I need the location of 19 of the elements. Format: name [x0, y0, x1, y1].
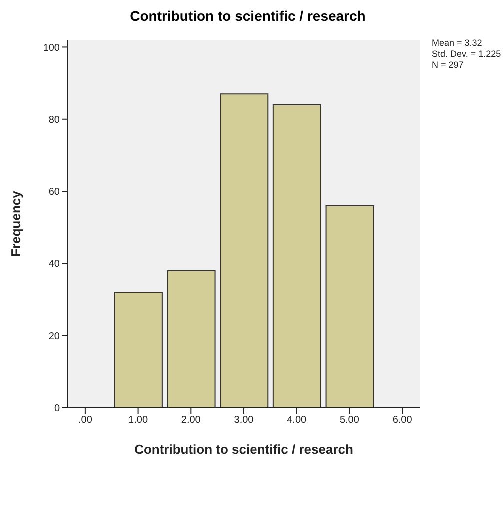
y-axis-title: Frequency: [8, 190, 24, 257]
x-tick-label: 1.00: [128, 415, 148, 426]
y-tick-label: 60: [48, 187, 60, 198]
text: N = 297: [432, 60, 465, 71]
y-tick-label: 20: [48, 331, 60, 342]
y-tick-label: 0: [54, 404, 60, 415]
text: Mean = 3.32: [432, 38, 484, 49]
y-tick-label: 40: [48, 259, 60, 270]
x-tick-label: 3.00: [234, 415, 254, 426]
y-tick-label: 80: [48, 114, 60, 126]
x-tick-label: 6.00: [392, 415, 413, 426]
chart-title: Contribution to scientific / research: [129, 8, 367, 24]
x-tick-label: 2.00: [181, 415, 202, 426]
text: Std. Dev. = 1.225: [432, 49, 502, 60]
x-tick-label: .00: [78, 415, 93, 426]
x-tick-label: 5.00: [340, 415, 360, 426]
x-axis-title: Contribution to scientific / research: [134, 442, 354, 457]
y-tick-label: 100: [43, 42, 60, 54]
x-tick-label: 4.00: [287, 415, 308, 426]
